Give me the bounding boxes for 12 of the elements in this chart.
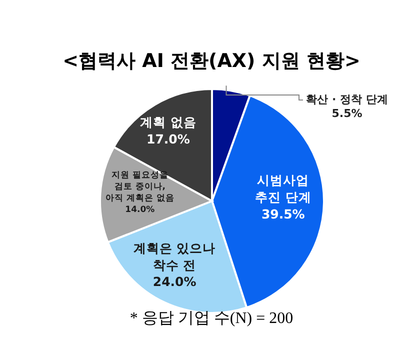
chart-title: <협력사 AI 전환(AX) 지원 현황> bbox=[62, 49, 362, 74]
slice-label: 지원 필요성을 검토 중이나, 아직 계획은 없음 bbox=[105, 170, 174, 204]
data-label: 39.5% bbox=[261, 206, 306, 222]
slice-label: 시범사업 추진 단계 bbox=[254, 172, 312, 205]
slice-label: 계획 없음 bbox=[140, 114, 196, 130]
data-label: 24.0% bbox=[152, 274, 197, 290]
data-label: 14.0% bbox=[125, 204, 156, 215]
text: * 응답 기업 수(N) = 200 bbox=[128, 309, 294, 329]
data-label: 5.5% bbox=[332, 107, 362, 120]
data-label: 17.0% bbox=[146, 131, 190, 146]
slice-label: 확산 · 정착 단계 bbox=[306, 93, 388, 106]
slice-label: 계획은 있으나 착수 전 bbox=[133, 240, 216, 272]
